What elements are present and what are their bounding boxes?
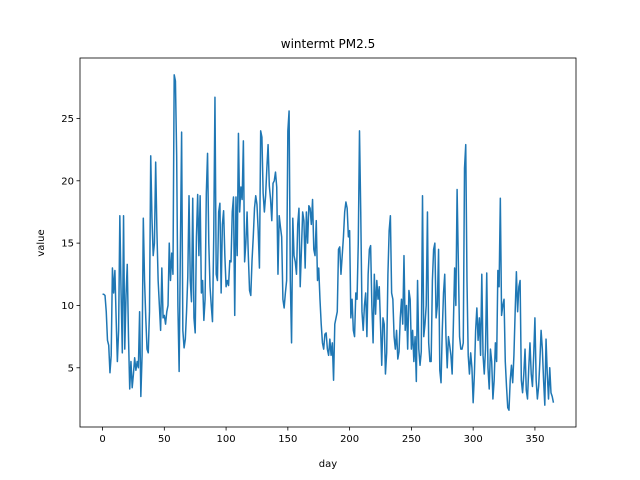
y-tick-label: 5 [68,363,74,374]
y-axis-label: value [36,229,47,256]
x-tick-label: 150 [278,434,297,445]
x-tick-label: 50 [158,434,171,445]
x-tick-label: 0 [99,434,105,445]
data-line [102,74,555,411]
x-axis-label: day [319,459,337,470]
y-tick-label: 20 [61,176,74,187]
x-tick-label: 350 [525,434,544,445]
plot-frame [79,57,577,428]
chart-title: wintermt PM2.5 [281,37,375,51]
y-tick-label: 25 [61,114,74,125]
y-tick-label: 15 [61,239,74,250]
x-tick-label: 250 [402,434,421,445]
x-tick-label: 200 [340,434,359,445]
x-tick-label: 300 [464,434,483,445]
y-tick-label: 10 [61,301,74,312]
x-tick-label: 100 [217,434,236,445]
